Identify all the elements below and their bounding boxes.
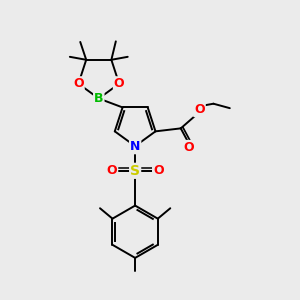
Text: N: N [130,140,140,153]
Text: O: O [153,164,164,177]
Text: O: O [114,77,124,90]
Text: S: S [130,164,140,178]
Text: O: O [106,164,117,177]
Text: O: O [194,103,205,116]
Text: O: O [73,77,84,90]
Text: B: B [94,92,104,105]
Text: O: O [184,141,194,154]
